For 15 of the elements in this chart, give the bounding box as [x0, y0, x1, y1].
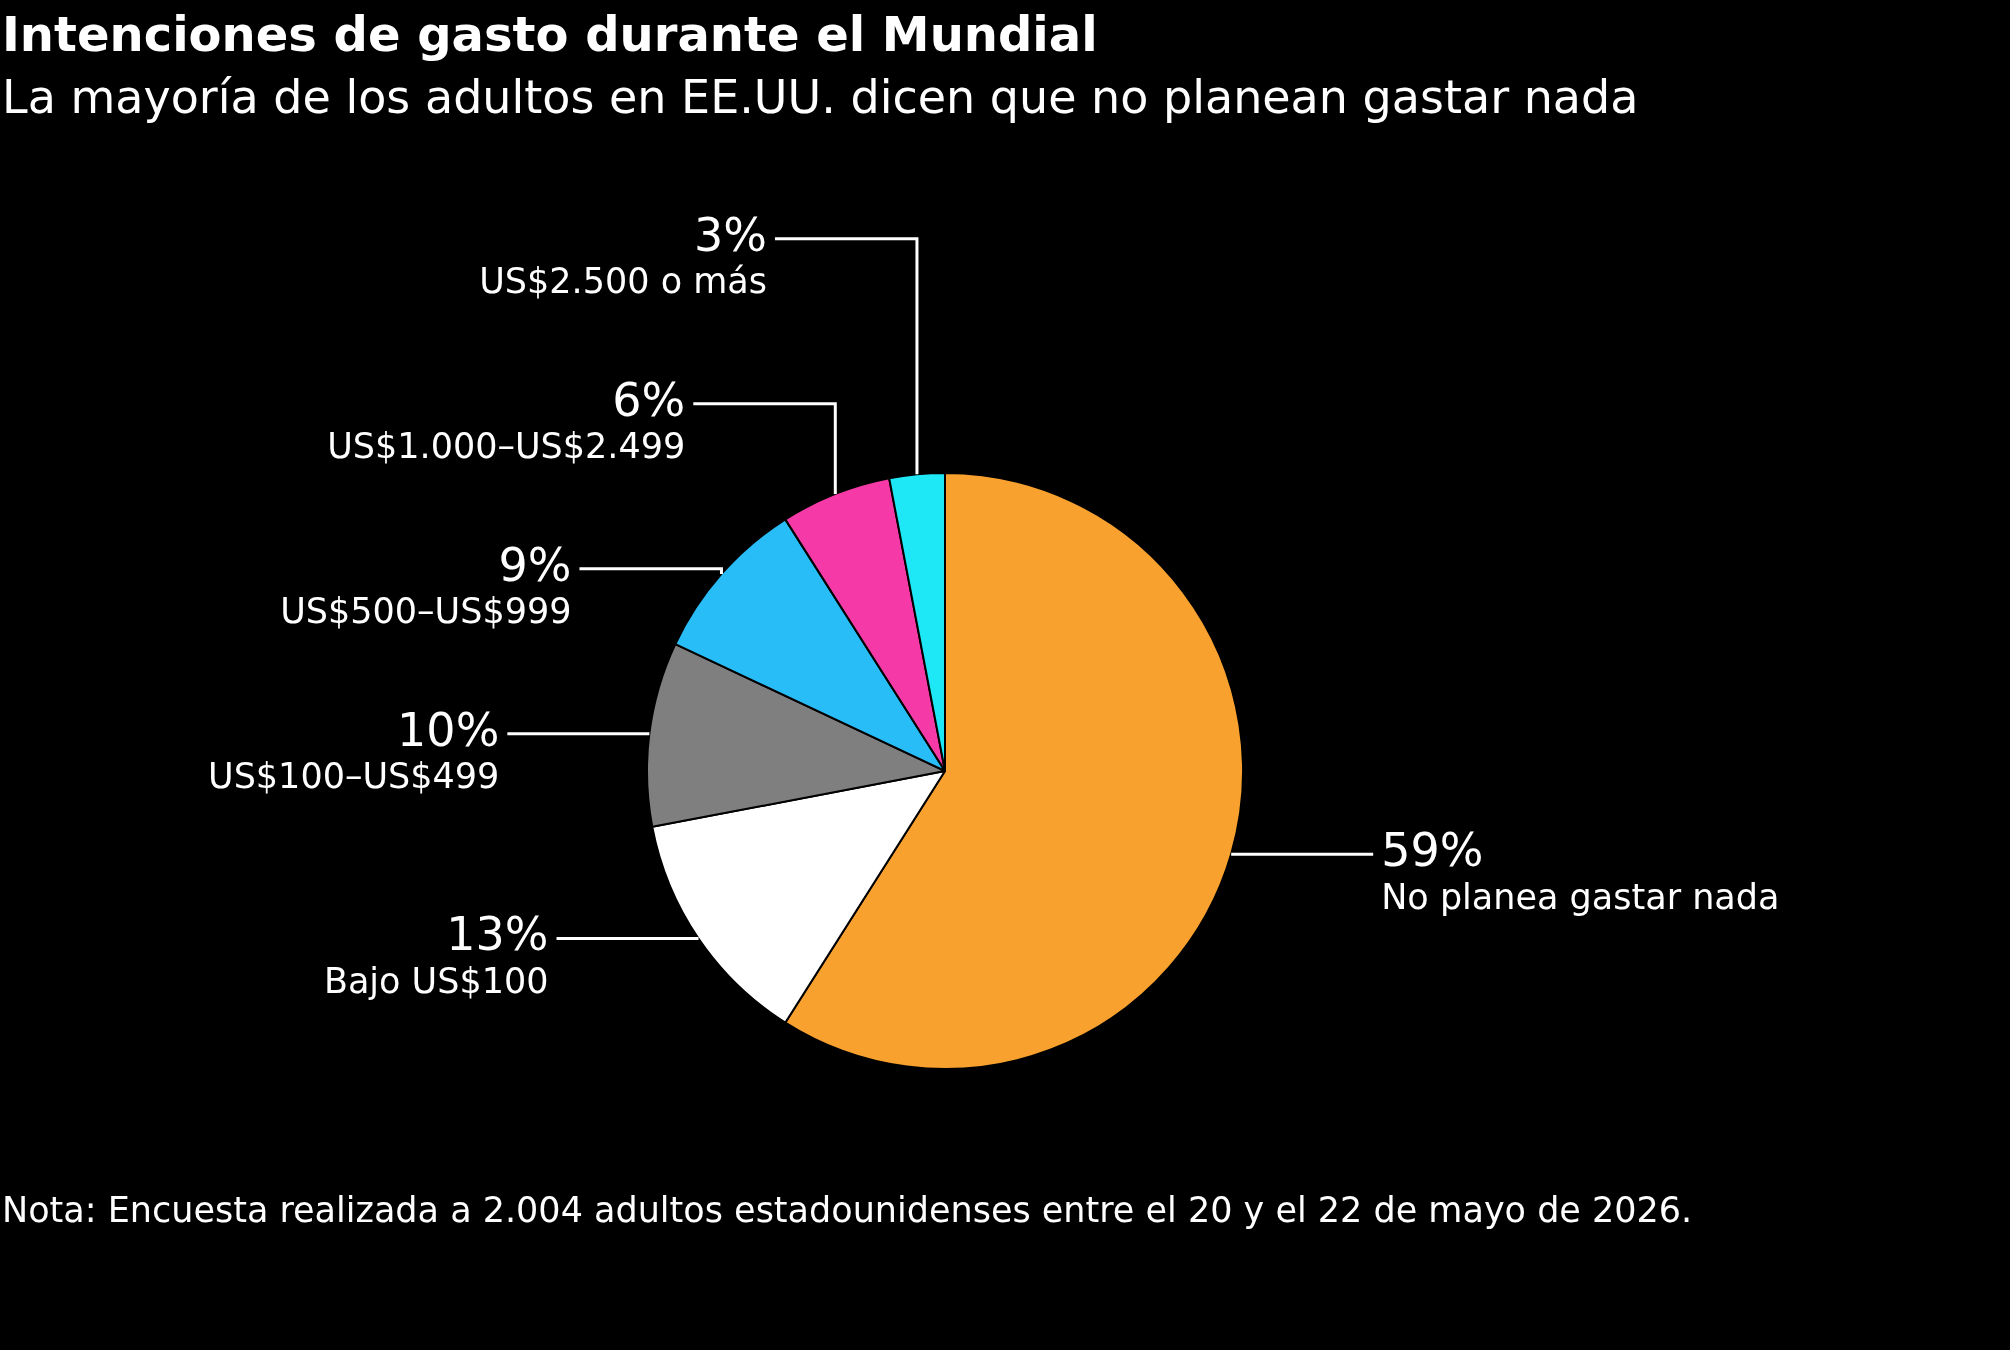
data-label: 3% — [693, 207, 767, 262]
data-label: 10% — [397, 702, 500, 757]
slice-label: Bajo US$100 — [323, 961, 549, 1002]
chart-subtitle: La mayoría de los adultos en EE.UU. dicen que no planean gastar nada — [2, 70, 1639, 124]
slice-label: US$500–US$999 — [280, 591, 572, 632]
slice-label: US$2.500 o más — [479, 261, 767, 302]
text: Nota: Encuesta realizada a 2.004 adultos estadounidenses entre el 20 y el 22 de mayo de 2026. — [2, 1190, 1693, 1230]
data-label: 59% — [1381, 823, 1484, 878]
data-label: 6% — [612, 372, 686, 427]
slice-label: US$100–US$499 — [208, 756, 500, 797]
data-label: 9% — [498, 537, 572, 592]
data-label: 13% — [446, 907, 549, 962]
slice-label: US$1.000–US$2.499 — [327, 426, 686, 467]
chart-title: Intenciones de gasto durante el Mundial — [2, 6, 1098, 62]
slice-label: No planea gastar nada — [1381, 876, 1780, 917]
